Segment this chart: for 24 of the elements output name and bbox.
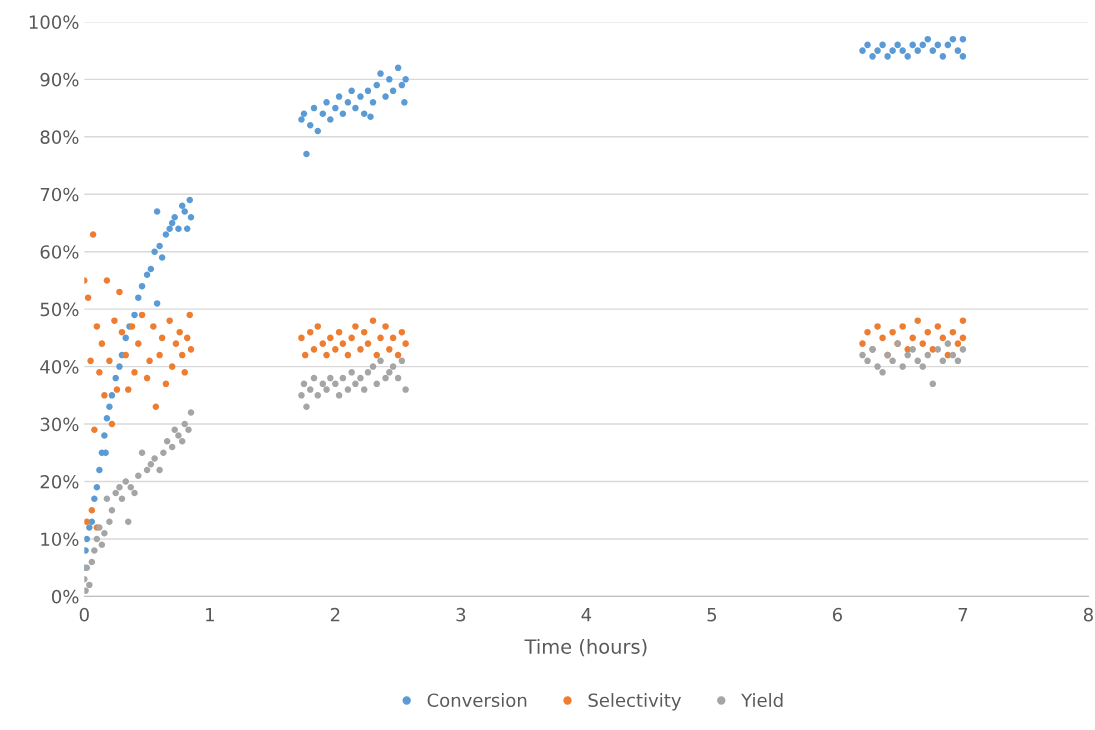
y-tick-label: 70% — [40, 187, 79, 202]
x-tick-label: 6 — [832, 607, 843, 622]
y-tick-label: 50% — [40, 302, 79, 317]
y-tick-label: 100% — [29, 15, 79, 30]
y-tick-label: 20% — [40, 474, 79, 489]
legend-label: Selectivity — [588, 693, 682, 711]
x-axis-title: Time (hours) — [524, 638, 647, 657]
y-tick-label: 30% — [40, 417, 79, 432]
legend-label: Yield — [741, 693, 783, 708]
y-tick-label: 90% — [40, 72, 79, 87]
x-tick-label: 8 — [1083, 607, 1093, 622]
x-tick-label: 5 — [707, 608, 717, 622]
y-tick-label: 10% — [41, 532, 79, 547]
y-tick-label: 60% — [40, 245, 79, 259]
y-tick-label: 40% — [40, 360, 79, 374]
y-tick-label: 0% — [52, 589, 79, 604]
x-tick-label: 2 — [330, 607, 340, 622]
x-tick-label: 1 — [206, 608, 214, 622]
x-tick-label: 0 — [79, 607, 89, 622]
x-tick-label: 4 — [581, 608, 592, 622]
y-tick-label: 80% — [40, 130, 79, 144]
x-tick-label: 3 — [456, 607, 466, 622]
x-tick-label: 7 — [958, 608, 968, 622]
legend-label: Conversion — [427, 693, 527, 708]
